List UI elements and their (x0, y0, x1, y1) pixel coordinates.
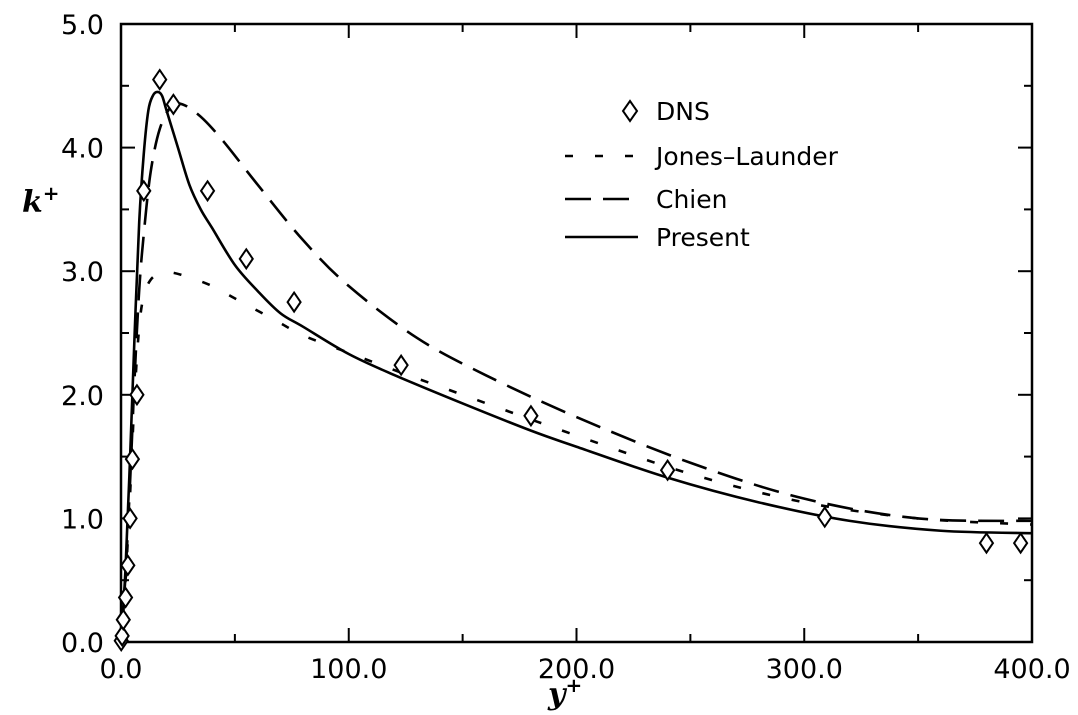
legend-chien-label: Chien (656, 185, 727, 214)
dns-point (288, 293, 301, 312)
y-tick-label: 3.0 (61, 257, 104, 288)
y-tick-label: 4.0 (61, 134, 104, 165)
legend-dns-label: DNS (656, 97, 710, 126)
y-tick-label: 5.0 (61, 10, 104, 41)
dns-point (124, 509, 137, 528)
plot-frame (121, 24, 1032, 642)
axis-tick-labels: 0.0 100.0 200.0 300.0 400.00.01.02.03.04.05.… (61, 10, 1071, 685)
dns-point (1014, 534, 1027, 553)
x-tick-label: 300.0 (766, 654, 843, 685)
x-axis-title: y+ (547, 673, 582, 712)
y-tick-label: 2.0 (61, 381, 104, 412)
series-line-present (121, 92, 1032, 642)
x-tick-label: 400.0 (993, 654, 1070, 685)
dns-point (201, 181, 214, 200)
legend-present-label: Present (656, 223, 750, 252)
y-tick-label: 0.0 (61, 628, 104, 659)
dns-point (240, 249, 253, 268)
legend: DNS Jones–Launder Chien Present (565, 97, 839, 252)
legend-dns-marker (623, 101, 637, 121)
y-tick-label: 1.0 (61, 504, 104, 535)
data-curves (121, 92, 1032, 642)
dns-point (818, 508, 831, 527)
series-line-jones-launder (121, 272, 1032, 642)
series-line-chien (121, 103, 1032, 642)
axis-ticks (121, 24, 1032, 642)
dns-point (126, 450, 139, 469)
y-axis-title: k+ (22, 181, 60, 220)
x-tick-label: 0.0 (100, 654, 143, 685)
x-tick-label: 100.0 (310, 654, 387, 685)
dns-point (121, 556, 134, 575)
dns-point (980, 534, 993, 553)
legend-jones-launder-label: Jones–Launder (654, 142, 839, 171)
dns-point (153, 70, 166, 89)
dns-point (117, 610, 130, 629)
